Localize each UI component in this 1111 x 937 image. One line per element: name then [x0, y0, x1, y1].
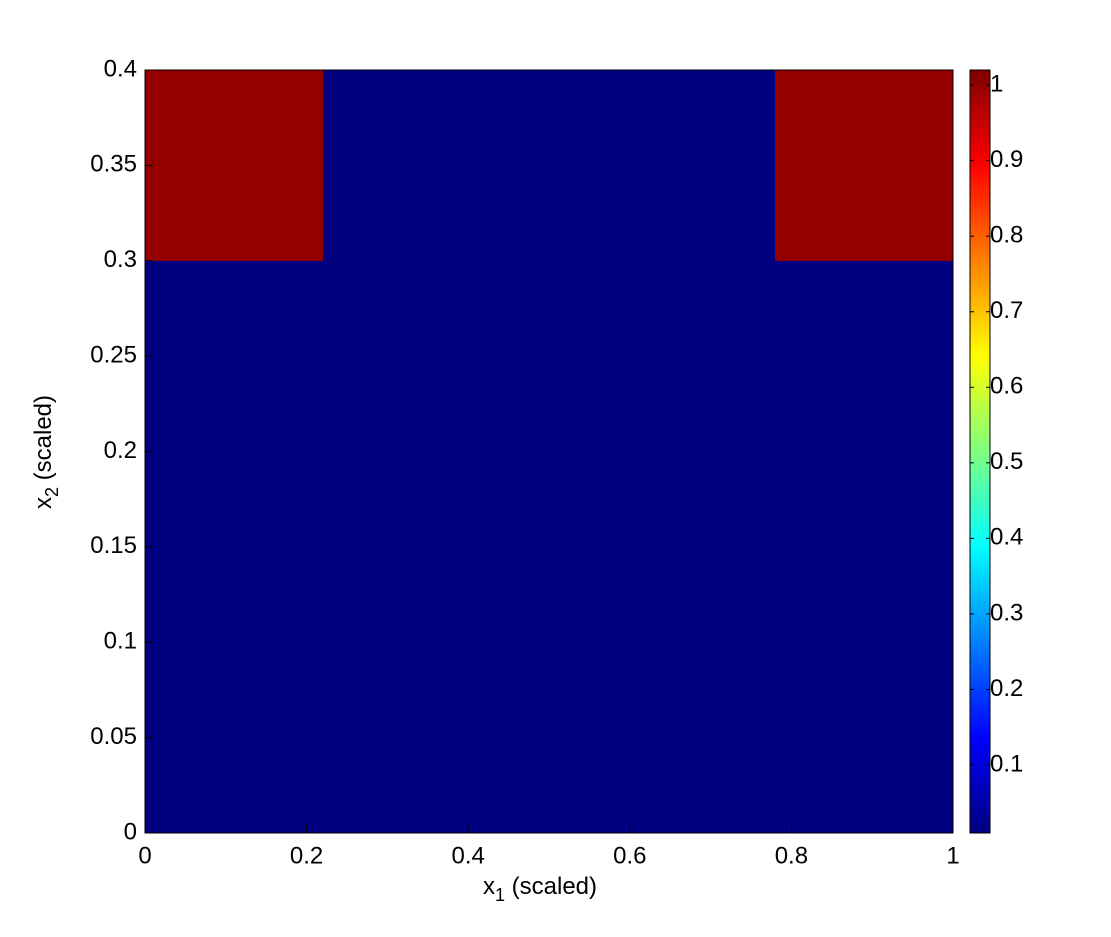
x-tick-label: 0.8 [775, 842, 808, 869]
y-label-text: x [30, 497, 57, 509]
colorbar [969, 69, 991, 834]
x-label-text: (scaled) [505, 873, 597, 900]
colorbar-tick-label: 0.5 [990, 448, 1023, 475]
y-tick-label: 0.15 [90, 532, 137, 559]
y-label-sub: 2 [42, 487, 62, 497]
x-tick-label: 0 [138, 842, 151, 869]
cell [322, 70, 776, 261]
cell [775, 70, 953, 261]
colorbar-tick-label: 0.2 [990, 675, 1023, 702]
y-tick-label: 0.3 [104, 246, 137, 273]
cell [322, 260, 776, 833]
colorbar-tick-label: 0.8 [990, 222, 1023, 249]
heatmap [145, 70, 953, 833]
x-tick-label: 1 [946, 842, 959, 869]
x-tick-label: 0.2 [290, 842, 323, 869]
y-tick-label: 0.1 [104, 628, 137, 655]
y-tick-label: 0.05 [90, 723, 137, 750]
colorbar-tick-label: 0.9 [990, 146, 1023, 173]
x-label-sub: 1 [495, 885, 505, 905]
y-tick-label: 0.2 [104, 437, 137, 464]
y-tick-label: 0.4 [104, 55, 137, 82]
x-axis-label: x1 (scaled) [483, 873, 597, 904]
x-label-text: x [483, 873, 495, 900]
cell [775, 260, 953, 833]
colorbar-tick-label: 0.6 [990, 373, 1023, 400]
y-label-text: (scaled) [30, 395, 57, 487]
y-tick-label: 0 [124, 818, 137, 845]
colorbar-tick-label: 0.1 [990, 750, 1023, 777]
y-axis-label: x2 (scaled) [30, 395, 61, 509]
y-tick-label: 0.25 [90, 341, 137, 368]
cell [145, 70, 323, 261]
y-tick-label: 0.35 [90, 151, 137, 178]
cell [145, 260, 323, 833]
colorbar-tick-label: 0.3 [990, 599, 1023, 626]
colorbar-tick-label: 0.7 [990, 297, 1023, 324]
x-tick-label: 0.4 [452, 842, 485, 869]
colorbar-tick-label: 0.4 [990, 524, 1023, 551]
colorbar-tick-label: 1 [990, 70, 1003, 97]
x-tick-label: 0.6 [613, 842, 646, 869]
